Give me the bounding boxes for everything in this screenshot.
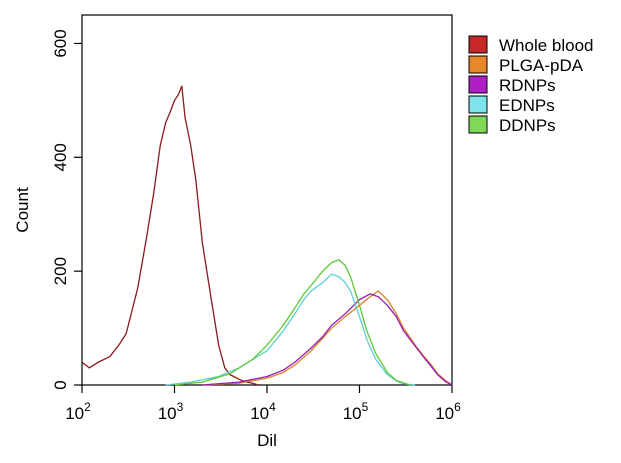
- legend-label: PLGA-pDA: [499, 56, 584, 75]
- x-tick-label-base: 10: [65, 404, 84, 423]
- x-tick-label: 104: [250, 400, 276, 423]
- x-tick-label-base: 10: [250, 404, 269, 423]
- legend-swatch: [468, 75, 488, 94]
- y-tick-label: 600: [51, 29, 70, 57]
- x-tick-label-base: 10: [435, 404, 454, 423]
- legend-label: DDNPs: [499, 116, 556, 135]
- x-tick-label-exponent: 4: [269, 400, 276, 414]
- x-tick-label: 103: [158, 400, 184, 423]
- y-tick-label: 200: [51, 257, 70, 285]
- y-tick-label: 400: [51, 143, 70, 171]
- x-tick-label: 102: [65, 400, 91, 423]
- x-tick-label: 106: [435, 400, 461, 423]
- x-tick-label-base: 10: [343, 404, 362, 423]
- legend-swatch: [468, 35, 488, 54]
- plot-border: [81, 14, 453, 386]
- plot-frame: [81, 14, 453, 386]
- legend-swatch: [468, 115, 488, 134]
- series-line-plga-pda: [202, 290, 453, 386]
- y-axis: 0 200 400 600: [51, 29, 82, 390]
- x-tick-label-exponent: 5: [362, 400, 369, 414]
- series-layer: [81, 85, 453, 386]
- legend-swatch: [468, 55, 488, 74]
- legend-swatch: [468, 95, 488, 114]
- x-tick-label-base: 10: [158, 404, 177, 423]
- series-line-whole-blood: [81, 85, 259, 386]
- legend-label: RDNPs: [499, 76, 556, 95]
- legend-label: Whole blood: [499, 36, 594, 55]
- series-line-ddnps: [174, 259, 411, 386]
- legend-label: EDNPs: [499, 96, 555, 115]
- x-tick-label-exponent: 3: [177, 400, 184, 414]
- x-tick-label-exponent: 2: [84, 400, 91, 414]
- x-tick-label: 105: [343, 400, 369, 423]
- x-tick-label-exponent: 6: [454, 400, 461, 414]
- y-axis-title: Count: [13, 187, 32, 233]
- series-line-rdnps: [202, 293, 453, 386]
- x-axis: 102 103 104 105 106: [65, 385, 461, 423]
- x-axis-title: Dil: [257, 431, 277, 450]
- y-tick-label: 0: [51, 380, 70, 389]
